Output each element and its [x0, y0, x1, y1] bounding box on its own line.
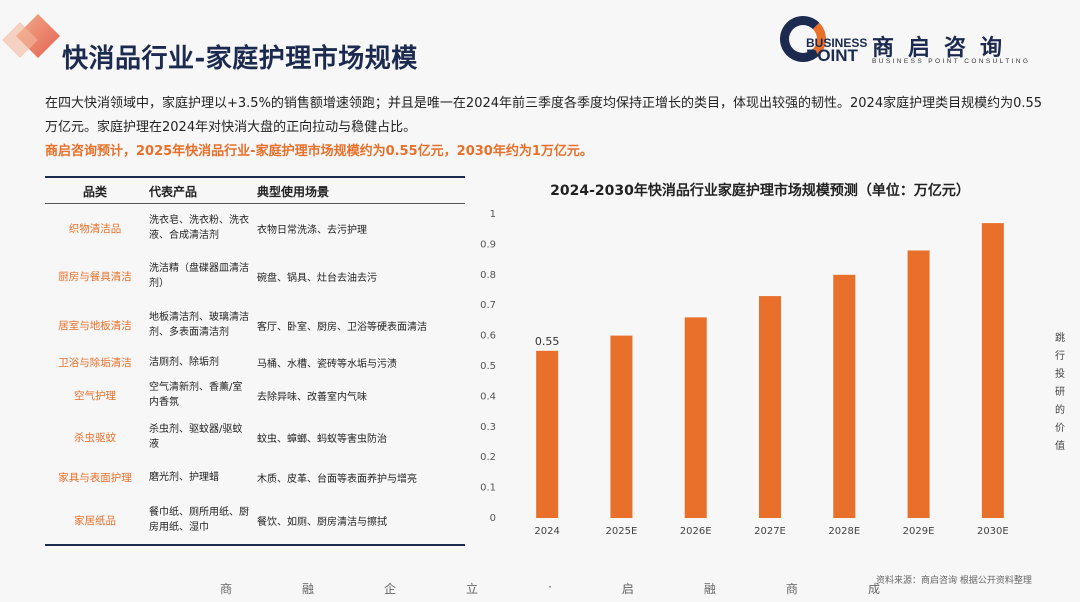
row-scenario: 碗盘、锅具、灶台去油去污 [257, 273, 377, 284]
y-tick-label: 0.6 [480, 331, 496, 342]
category-table: 品类 代表产品 典型使用场景 织物清洁品 洗衣皂、洗衣粉、洗衣液、合成清洁剂 衣物日… [45, 176, 465, 546]
y-tick-label: 0.9 [480, 239, 496, 250]
row-category: 织物清洁品 [68, 223, 122, 235]
table-row: 厨房与餐具清洁 洗洁精（盘碟器皿清洁剂） 碗盘、锅具、灶台去油去污 [45, 252, 465, 300]
x-tick-label: 2027E [754, 526, 786, 537]
footer-char: 启 [621, 582, 634, 596]
table-row: 家居纸品 餐巾纸、厕所用纸、厨房用纸、湿巾 餐饮、如厕、厨房清洁与擦拭 [45, 496, 465, 544]
logo-en-line2: POINT [806, 46, 858, 65]
y-tick-label: 0.8 [480, 270, 496, 281]
bar-2028E [833, 274, 856, 518]
row-products: 洁厕剂、除垢剂 [149, 357, 219, 368]
row-scenario: 餐饮、如厕、厨房清洁与擦拭 [257, 517, 387, 528]
chart-plot: 0 0.1 0.2 0.3 0.4 0.5 0.6 0.7 0.8 0.9 1 2024 0.55 202… [480, 209, 1009, 537]
row-products: 餐巾纸、厕所用纸、厨房用纸、湿巾 [149, 507, 249, 533]
forecast-highlight: 商启咨询预计，2025年快消品行业-家庭护理市场规模约为0.55亿元，2030年… [45, 144, 593, 159]
logo-subtitle: BUSINESS POINT CONSULTING [872, 58, 1031, 65]
row-category: 居室与地板清洁 [58, 320, 132, 332]
table-header: 品类 代表产品 典型使用场景 [45, 178, 465, 204]
x-tick-label: 2024 [534, 526, 559, 537]
y-tick-label: 0.3 [480, 422, 496, 433]
side-slogan: 跳 行 投 研 的 价 值 [1055, 333, 1065, 452]
row-category: 家具与表面护理 [58, 472, 132, 484]
footer-char: · [548, 580, 552, 594]
row-category: 卫浴与除垢清洁 [58, 357, 132, 369]
row-scenario: 客厅、卧室、厨房、卫浴等硬表面清洁 [257, 322, 427, 333]
x-tick-label: 2029E [903, 526, 935, 537]
header-category: 品类 [83, 185, 108, 199]
table-row: 卫浴与除垢清洁 洁厕剂、除垢剂 马桶、水槽、瓷砖等水垢与污渍 [45, 350, 465, 374]
row-scenario: 去除异味、改善室内气味 [257, 392, 367, 403]
data-label-2024: 0.55 [535, 335, 560, 348]
market-size-chart: 2024-2030年快消品行业家庭护理市场规模预测（单位：万亿元） 0 0.1 0.… [470, 172, 1070, 592]
bar-2029E [907, 250, 930, 519]
y-tick-label: 1 [490, 209, 496, 220]
row-products: 地板清洁剂、玻璃清洁剂、多表面清洁剂 [149, 312, 249, 338]
footer-char: 商 [220, 582, 233, 596]
intro-paragraph: 在四大快消领域中，家庭护理以+3.5%的销售额增速领跑；并且是唯一在2024年前… [45, 96, 1043, 135]
row-products: 洗洁精（盘碟器皿清洁剂） [149, 263, 249, 289]
footer-slogan: 商 融 企 立 · 启 融 商 成 [220, 580, 880, 597]
x-tick-label: 2028E [828, 526, 860, 537]
x-tick-label: 2030E [977, 526, 1009, 537]
row-products: 空气清新剂、香薰/室内香氛 [149, 382, 243, 408]
header-products: 代表产品 [149, 185, 198, 199]
row-products: 磨光剂、护理蜡 [149, 472, 219, 483]
y-tick-label: 0.5 [480, 361, 496, 372]
row-category: 家居纸品 [74, 515, 116, 527]
bar-2030E [981, 223, 1004, 518]
footer-char: 成 [867, 582, 880, 596]
x-tick-label: 2025E [606, 526, 638, 537]
logo-mark [780, 16, 826, 62]
table-row: 杀虫驱蚊 杀虫剂、驱蚊器/驱蚊液 蚊虫、蟑螂、蚂蚁等害虫防治 [45, 416, 465, 458]
row-scenario: 衣物日常洗涤、去污护理 [257, 225, 367, 236]
row-scenario: 蚊虫、蟑螂、蚂蚁等害虫防治 [257, 434, 387, 445]
row-scenario: 马桶、水槽、瓷砖等水垢与污渍 [257, 359, 397, 370]
y-tick-label: 0.7 [480, 300, 496, 311]
y-tick-label: 0.2 [480, 452, 496, 463]
row-category: 杀虫驱蚊 [74, 432, 116, 444]
table-row: 居室与地板清洁 地板清洁剂、玻璃清洁剂、多表面清洁剂 客厅、卧室、厨房、卫浴等硬表面… [45, 302, 465, 348]
chart-title: 2024-2030年快消品行业家庭护理市场规模预测（单位：万亿元） [550, 183, 970, 199]
bar-2025E [610, 335, 633, 518]
table-row: 家具与表面护理 磨光剂、护理蜡 木质、皮革、台面等表面养护与增亮 [45, 460, 465, 494]
data-source: 资料来源：商启咨询 根据公开资料整理 [876, 576, 1032, 586]
y-tick-label: 0 [490, 513, 496, 524]
y-tick-label: 0.4 [480, 391, 496, 402]
footer-char: 融 [703, 582, 716, 596]
row-category: 空气护理 [74, 390, 116, 402]
x-tick-label: 2026E [680, 526, 712, 537]
y-tick-label: 0.1 [480, 483, 496, 494]
bar-2027E [759, 296, 781, 518]
header-scenario: 典型使用场景 [257, 185, 330, 199]
table-row: 织物清洁品 洗衣皂、洗衣粉、洗衣液、合成清洁剂 衣物日常洗涤、去污护理 [45, 206, 465, 250]
logo-en-line1: BUSINESS [806, 36, 868, 50]
row-products: 杀虫剂、驱蚊器/驱蚊液 [149, 424, 243, 450]
footer-char: 融 [302, 582, 315, 596]
corner-decoration [2, 14, 60, 58]
bar-2024 [536, 350, 559, 518]
footer-char: 商 [785, 582, 798, 596]
row-category: 厨房与餐具清洁 [58, 271, 132, 283]
footer-char: 企 [384, 582, 397, 596]
row-products: 洗衣皂、洗衣粉、洗衣液、合成清洁剂 [149, 215, 249, 241]
table-row: 空气护理 空气清新剂、香薰/室内香氛 去除异味、改善室内气味 [45, 376, 465, 414]
footer-char: 立 [466, 582, 479, 596]
bar-2026E [684, 317, 707, 518]
logo-cn-name: 商启咨询 [872, 36, 1017, 61]
page-title: 快消品行业-家庭护理市场规模 [62, 44, 418, 74]
row-scenario: 木质、皮革、台面等表面养护与增亮 [257, 474, 417, 485]
company-logo: BUSINESS POINT 商启咨询 BUSINESS POINT CONSU… [780, 12, 1070, 68]
